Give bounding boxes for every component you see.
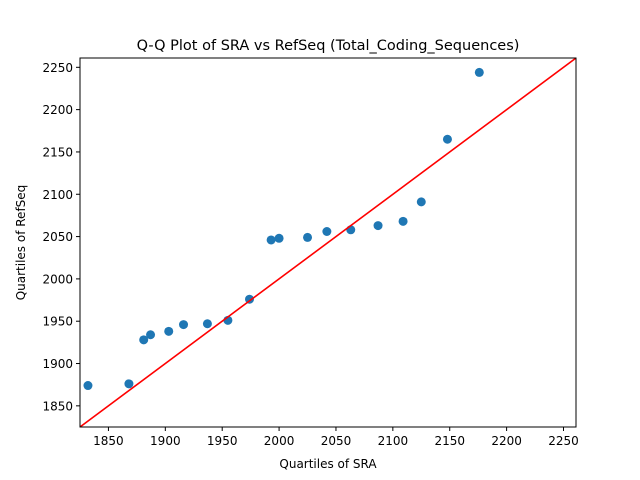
- y-tick-label: 2200: [42, 103, 73, 117]
- plot-area: [80, 58, 576, 427]
- data-point: [139, 335, 149, 345]
- x-tick-label: 2000: [264, 434, 295, 448]
- x-tick-label: 1900: [150, 434, 181, 448]
- data-point: [245, 294, 255, 304]
- x-tick-label: 1950: [207, 434, 238, 448]
- data-point: [124, 379, 134, 389]
- data-point: [474, 67, 484, 77]
- y-tick-label: 2100: [42, 188, 73, 202]
- x-tick-label: 2150: [434, 434, 465, 448]
- x-tick-label: 2200: [491, 434, 522, 448]
- data-point: [274, 233, 284, 243]
- chart-title: Q-Q Plot of SRA vs RefSeq (Total_Coding_…: [137, 38, 520, 54]
- x-tick-label: 2050: [321, 434, 352, 448]
- data-point: [164, 326, 174, 336]
- data-point: [202, 319, 212, 329]
- y-tick-label: 2250: [42, 61, 73, 75]
- data-point: [442, 134, 452, 144]
- data-point: [83, 381, 93, 391]
- y-tick-label: 1950: [42, 315, 73, 329]
- x-axis: 1850 1900 1950 2000 2050 2100 2150 2200 2250: [93, 427, 579, 448]
- data-point: [416, 197, 426, 207]
- y-tick-label: 1900: [42, 357, 73, 371]
- y-tick-label: 2000: [42, 272, 73, 286]
- x-tick-label: 1850: [93, 434, 124, 448]
- y-tick-label: 1850: [42, 399, 73, 413]
- x-tick-label: 2250: [548, 434, 579, 448]
- y-tick-label: 2050: [42, 230, 73, 244]
- data-point: [303, 232, 313, 242]
- x-tick-label: 2100: [378, 434, 409, 448]
- data-point: [146, 330, 156, 340]
- plot-frame: [79, 57, 577, 428]
- y-axis: 1850 1900 1950 2000 2050 2100 2150 2200 2250: [42, 61, 80, 413]
- data-point: [398, 216, 408, 226]
- data-point: [373, 221, 383, 231]
- data-point: [346, 225, 356, 235]
- x-axis-label: Quartiles of SRA: [279, 457, 377, 471]
- data-point: [179, 320, 189, 330]
- y-tick-label: 2150: [42, 145, 73, 159]
- y-axis-label: Quartiles of RefSeq: [14, 185, 28, 301]
- data-point: [266, 235, 276, 245]
- data-point: [322, 226, 332, 236]
- reference-line: [80, 58, 576, 427]
